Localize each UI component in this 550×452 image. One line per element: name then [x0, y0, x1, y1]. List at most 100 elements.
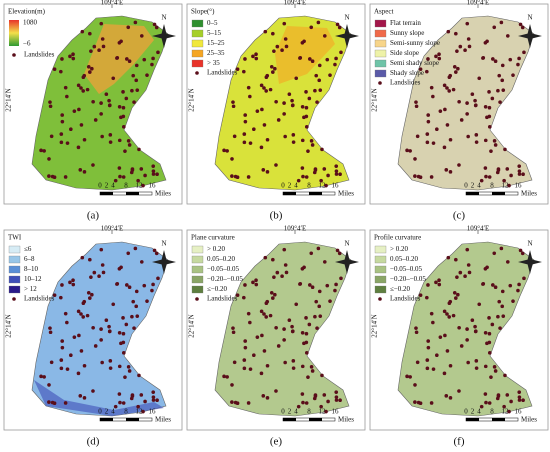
landslide-point — [306, 149, 310, 153]
landslide-point — [113, 178, 118, 183]
landslide-point — [126, 251, 131, 256]
landslide-point — [124, 96, 129, 101]
landslide-point — [88, 70, 92, 74]
landslide-point — [454, 296, 458, 300]
landslide-point — [437, 52, 441, 57]
landslide-point — [315, 326, 319, 330]
landslide-point — [451, 87, 456, 92]
landslide-point — [262, 312, 266, 316]
landslide-point — [459, 344, 464, 348]
landslide-point — [448, 396, 453, 400]
scale-tick-label: 16 — [332, 182, 340, 190]
landslide-point — [334, 390, 339, 394]
latitude-label: 22°14′N — [371, 314, 379, 337]
legend-title: Plane curvature — [191, 234, 235, 242]
landslide-point — [337, 25, 342, 30]
scale-tick-label: 8 — [490, 408, 494, 416]
landslide-point — [90, 66, 94, 71]
landslide-point — [413, 157, 417, 161]
landslide-point — [465, 101, 469, 105]
landslide-point — [71, 282, 76, 287]
landslide-point — [276, 344, 281, 348]
landslide-point — [125, 57, 129, 61]
landslide-point — [261, 394, 266, 398]
landslide-point — [107, 98, 111, 103]
landslide-point — [443, 107, 447, 112]
landslide-point — [425, 140, 430, 145]
landslide-point — [316, 246, 321, 251]
landslide-point — [271, 257, 275, 262]
legend-title: Elevation(m) — [8, 8, 46, 16]
landslide-point — [437, 56, 442, 61]
landslide-point — [80, 29, 85, 34]
landslide-point — [47, 400, 51, 404]
legend-label: Landslides — [207, 295, 238, 303]
landslide-point — [290, 324, 294, 329]
landslide-point — [300, 166, 305, 170]
legend-swatch — [374, 69, 387, 78]
landslide-point — [282, 112, 286, 116]
landslide-point — [151, 282, 155, 287]
landslide-point — [156, 50, 160, 55]
landslide-point — [484, 174, 488, 179]
longitude-label: 109°4′E — [101, 225, 124, 233]
scale-tick-label: 2 — [105, 408, 109, 416]
landslide-point — [222, 148, 226, 153]
landslide-point — [154, 25, 159, 30]
landslide-point — [230, 383, 234, 387]
landslide-point — [324, 409, 328, 414]
landslide-point — [322, 393, 327, 397]
landslide-point — [322, 34, 327, 38]
scale-bar-fill — [309, 418, 322, 421]
landslide-point — [259, 309, 264, 314]
landslide-point — [155, 398, 159, 403]
landslide-point — [134, 289, 139, 294]
landslide-point — [81, 89, 86, 93]
landslide-point — [71, 278, 75, 283]
legend-label: 25–35 — [207, 49, 225, 57]
landslide-point — [481, 281, 486, 286]
landslide-point — [243, 57, 247, 61]
landslide-point — [300, 392, 305, 396]
landslide-point — [155, 172, 159, 177]
legend-label: 10–12 — [24, 275, 42, 283]
landslide-point — [414, 104, 419, 109]
landslide-point — [339, 276, 343, 281]
landslide-point — [65, 94, 69, 99]
scale-tick-label: 8 — [307, 182, 311, 190]
landslide-point — [264, 89, 269, 93]
landslide-point — [283, 360, 287, 365]
landslide-point — [496, 88, 500, 93]
landslide-point — [91, 325, 95, 330]
landslide-point — [275, 270, 280, 275]
landslide-point — [434, 54, 438, 59]
landslide-point — [507, 183, 511, 188]
landslide-point — [48, 330, 53, 335]
landslide-point — [99, 327, 103, 331]
landslide-point — [231, 104, 236, 109]
legend-title: TWI — [8, 234, 22, 242]
landslide-point — [246, 401, 251, 405]
landslide-point — [334, 395, 339, 399]
landslide-point — [517, 164, 522, 168]
scale-tick-label: 0 — [98, 182, 102, 190]
longitude-label: 109°4′E — [467, 0, 490, 7]
landslide-point — [121, 105, 126, 110]
landslide-point — [455, 275, 459, 279]
landslide-point — [48, 100, 52, 104]
landslide-point — [490, 322, 495, 327]
landslide-point — [296, 178, 301, 183]
landslide-point — [304, 340, 309, 345]
scale-bar-fill — [492, 192, 505, 195]
scale-tick-label: 4 — [477, 408, 481, 416]
landslide-point — [463, 274, 467, 278]
scale-tick-label: 4 — [111, 182, 115, 190]
landslide-point — [456, 292, 460, 297]
landslide-point — [309, 139, 314, 143]
landslide-point — [63, 311, 68, 316]
landslide-point — [111, 302, 116, 307]
landslide-point — [142, 57, 147, 62]
latitude-label: 22°14′N — [188, 88, 196, 111]
landslide-point — [445, 349, 450, 353]
